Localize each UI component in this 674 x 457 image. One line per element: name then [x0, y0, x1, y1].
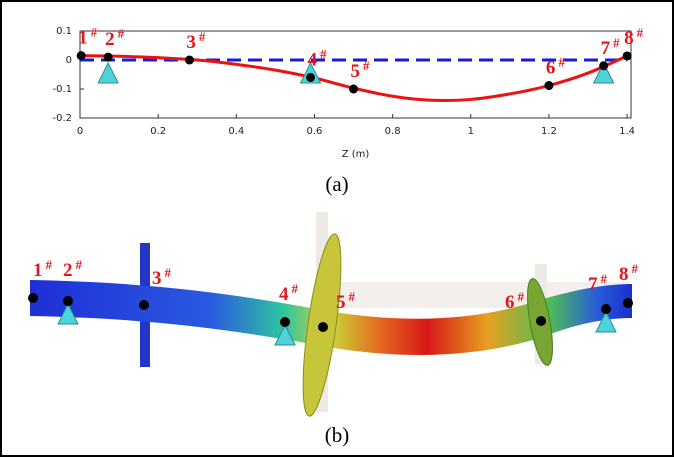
- point-mark: #: [292, 281, 299, 296]
- point-mark: #: [320, 46, 327, 61]
- point-number: 5: [336, 292, 346, 313]
- point-label: 2#: [105, 26, 125, 50]
- x-tick-label: 1.4: [619, 126, 635, 137]
- y-tick-label: 0.1: [56, 26, 72, 37]
- y-tick-label: -0.1: [52, 84, 72, 95]
- point-mark: #: [349, 289, 356, 304]
- point: [306, 73, 315, 82]
- caption-a: (a): [325, 172, 348, 196]
- node: [63, 296, 73, 306]
- y-tick-label: -0.2: [52, 113, 72, 124]
- point-label: 2#: [63, 257, 83, 281]
- x-tick-label: 0.4: [228, 126, 244, 137]
- y-tick-label: 0: [66, 55, 72, 66]
- point-label: 3#: [186, 29, 206, 53]
- point-number: 3: [152, 268, 162, 289]
- x-tick-label: 0.8: [385, 126, 401, 137]
- point-number: 6: [546, 58, 556, 79]
- point-number: 5: [351, 61, 361, 82]
- point-mark: #: [601, 271, 608, 286]
- panel-b: 1#2#3#4#5#6#7#8#: [28, 212, 639, 418]
- point: [185, 56, 194, 65]
- node: [623, 298, 633, 308]
- figure-border: [1, 1, 673, 456]
- x-tick-label: 0.6: [307, 126, 323, 137]
- x-tick-label: 1: [468, 126, 474, 137]
- point-number: 7: [601, 38, 611, 59]
- point-label: 8#: [619, 261, 639, 285]
- point-mark: #: [613, 35, 620, 50]
- point-mark: #: [91, 25, 98, 40]
- x-tick-label: 1.2: [541, 126, 557, 137]
- point-number: 8: [619, 264, 629, 285]
- node: [28, 293, 38, 303]
- point: [104, 53, 113, 62]
- point-number: 1: [78, 28, 88, 49]
- point: [599, 61, 608, 70]
- point-mark: #: [637, 25, 644, 40]
- point-number: 4: [279, 284, 289, 305]
- x-tick-label: 0: [77, 126, 83, 137]
- point: [623, 51, 632, 60]
- node: [318, 322, 328, 332]
- point: [544, 81, 553, 90]
- x-axis-label: Z (m): [342, 149, 370, 160]
- point-label: 4#: [279, 281, 299, 305]
- figure: 00.20.40.60.811.21.40.10-0.1-0.2Z (m)1#2…: [0, 0, 674, 457]
- caption-b: (b): [325, 423, 350, 447]
- point-number: 7: [588, 274, 598, 295]
- node: [139, 300, 149, 310]
- node: [601, 304, 611, 314]
- point-number: 3: [186, 32, 196, 53]
- point-label: 3#: [152, 265, 172, 289]
- x-tick-label: 0.2: [150, 126, 166, 137]
- point-number: 2: [105, 29, 115, 50]
- point-mark: #: [118, 26, 125, 41]
- point-mark: #: [76, 257, 83, 272]
- point-mark: #: [632, 261, 639, 276]
- point-number: 4: [308, 49, 318, 70]
- point-number: 1: [33, 260, 43, 281]
- point-label: 7#: [601, 35, 621, 59]
- point: [77, 51, 86, 60]
- point-label: 8#: [624, 25, 644, 49]
- node: [536, 316, 546, 326]
- point-mark: #: [46, 257, 53, 272]
- point-number: 8: [624, 28, 634, 49]
- point: [349, 85, 358, 94]
- point-label: 4#: [308, 46, 328, 70]
- point-label: 1#: [78, 25, 98, 49]
- point-number: 2: [63, 260, 73, 281]
- point-label: 6#: [546, 55, 566, 79]
- point-mark: #: [165, 265, 172, 280]
- point-label: 1#: [33, 257, 53, 281]
- node: [280, 317, 290, 327]
- point-mark: #: [518, 289, 525, 304]
- point-mark: #: [363, 58, 370, 73]
- support: [98, 63, 118, 83]
- point-label: 5#: [351, 58, 371, 82]
- point-number: 6: [505, 292, 515, 313]
- point-mark: #: [199, 29, 206, 44]
- point-mark: #: [558, 55, 565, 70]
